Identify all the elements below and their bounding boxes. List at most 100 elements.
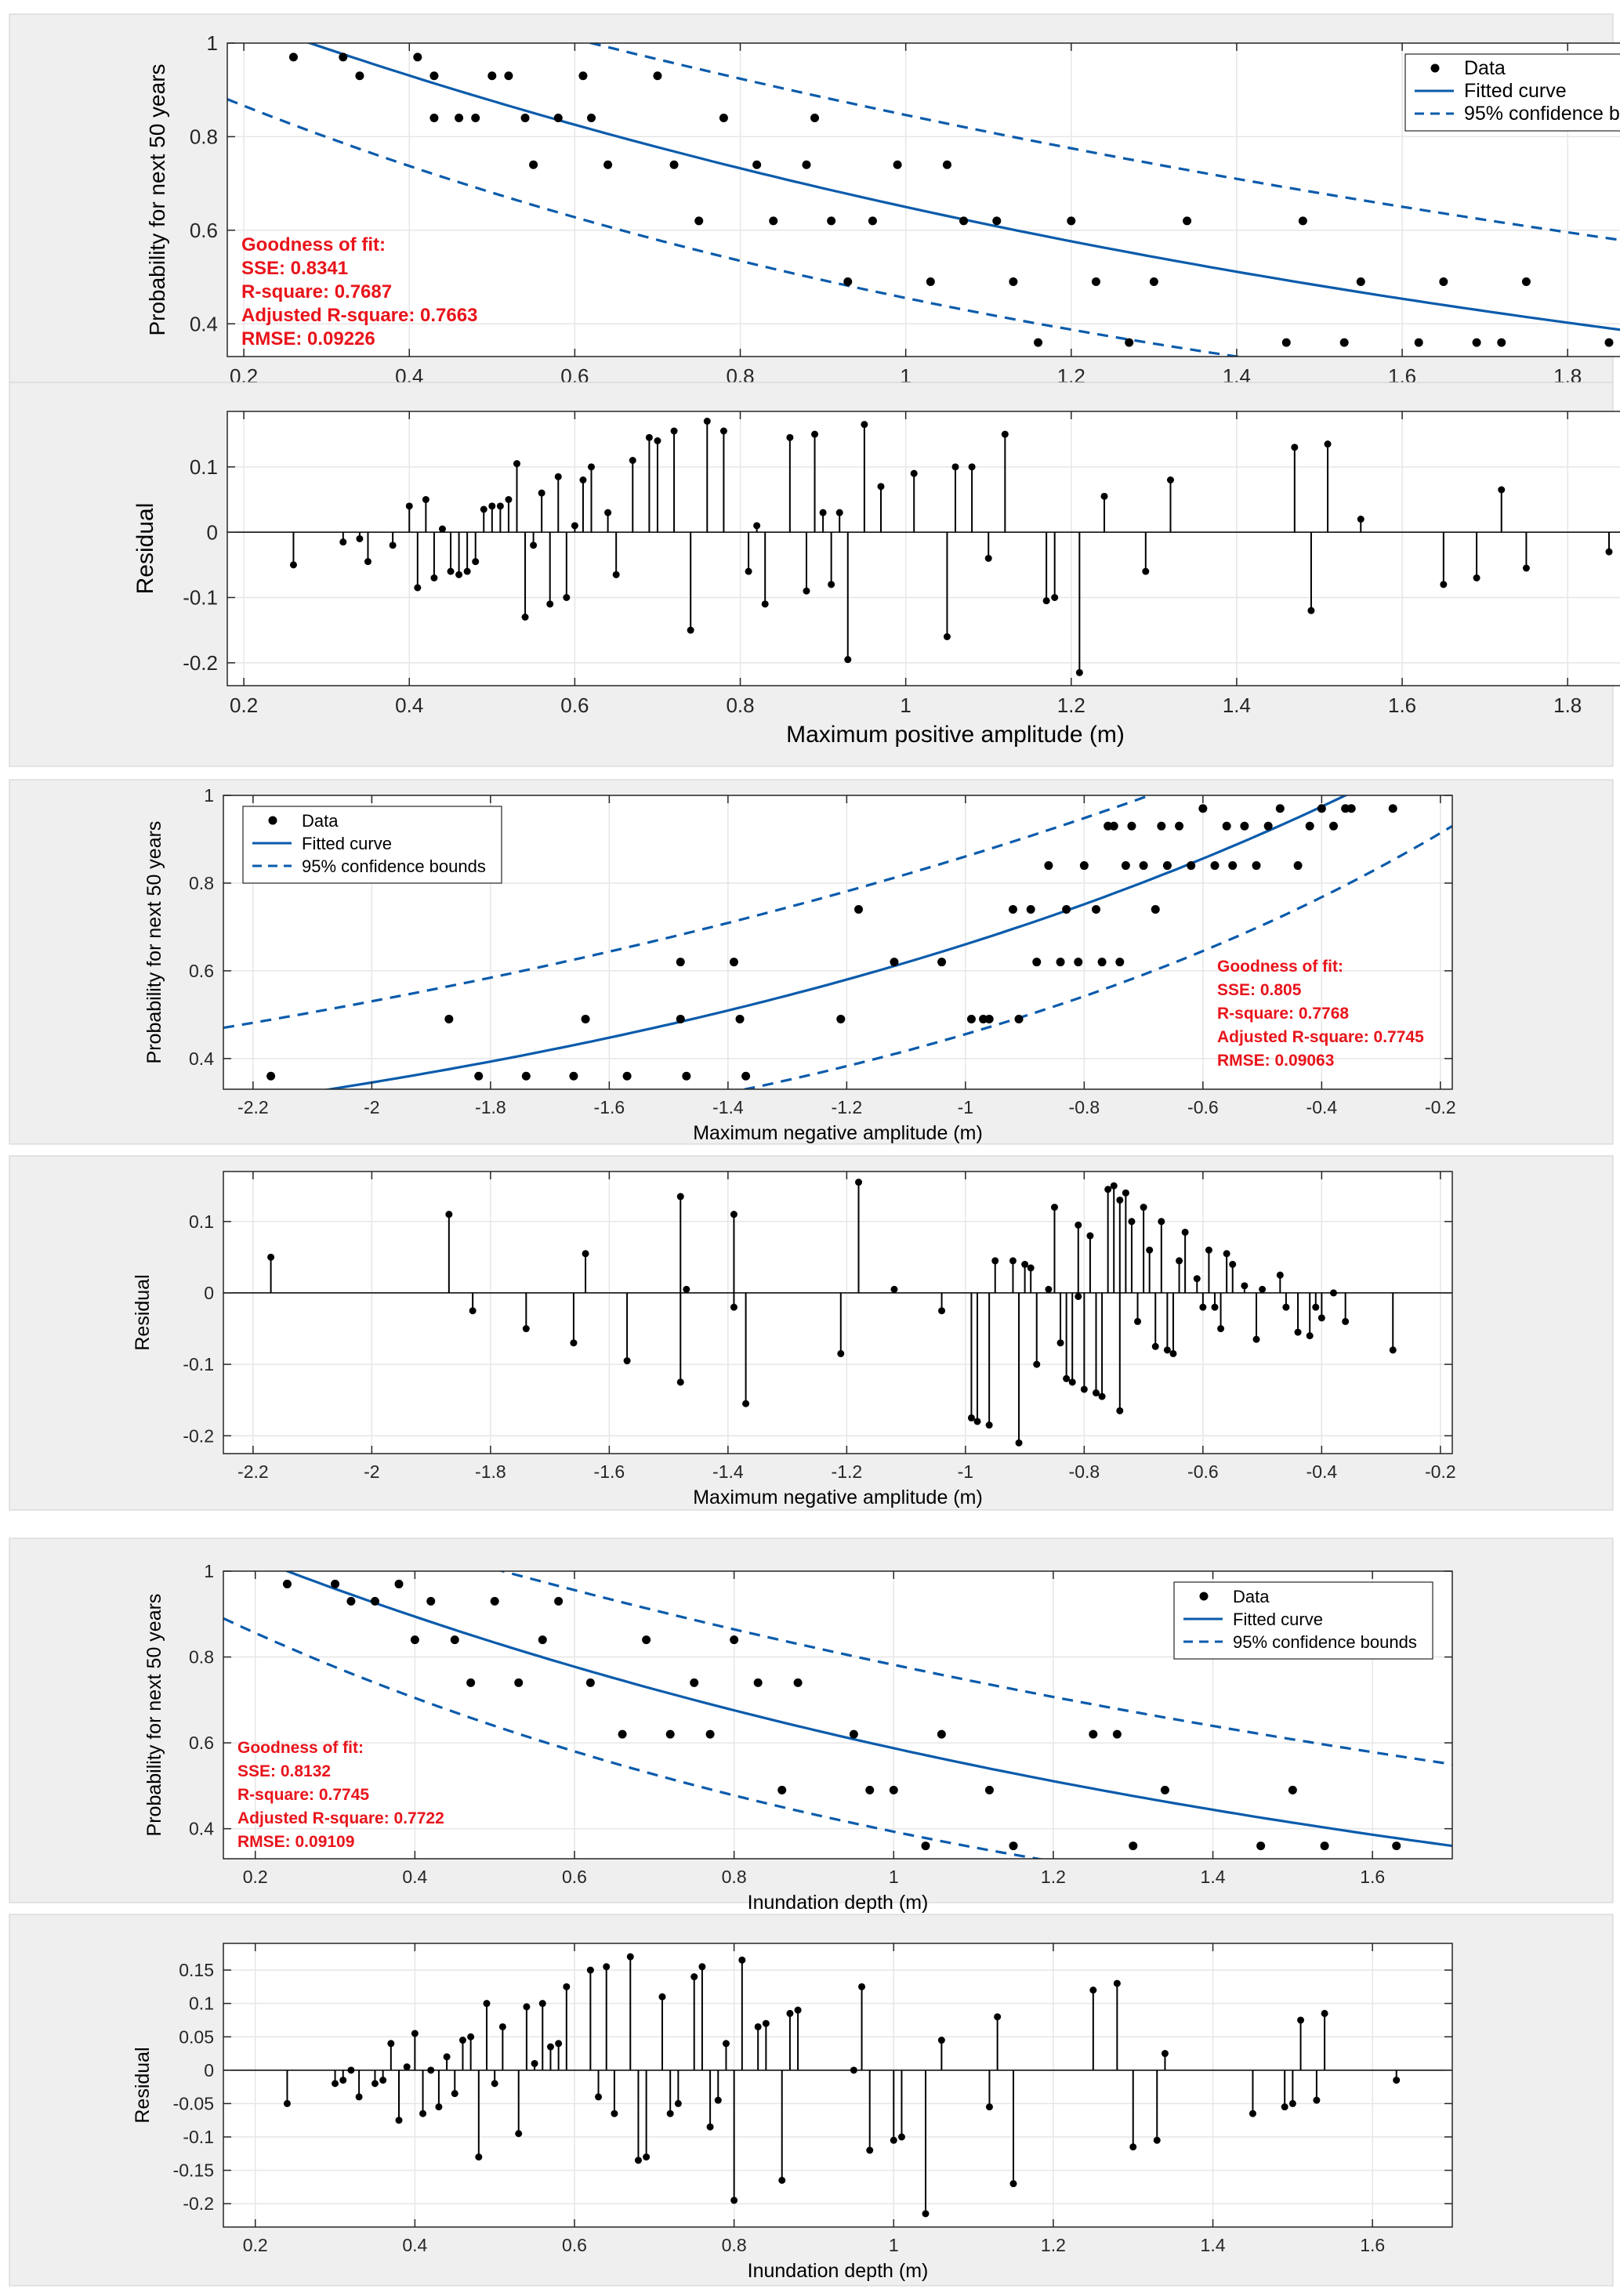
data-point bbox=[1109, 821, 1118, 831]
y-tick-label: 0.4 bbox=[190, 312, 218, 335]
residual-marker bbox=[283, 2099, 291, 2107]
data-point bbox=[585, 1678, 595, 1687]
legend-entry: 95% confidence bounds bbox=[302, 856, 486, 876]
residual-marker bbox=[1009, 2180, 1017, 2188]
residual-marker bbox=[938, 1307, 946, 1315]
data-point bbox=[889, 1785, 898, 1794]
residual-marker bbox=[786, 433, 794, 441]
data-point bbox=[653, 71, 662, 81]
residual-marker bbox=[1153, 2136, 1161, 2144]
residual-marker bbox=[1321, 2009, 1328, 2017]
residual-marker bbox=[626, 1953, 634, 1961]
data-point bbox=[426, 1596, 436, 1606]
residual-marker bbox=[1229, 1260, 1237, 1268]
residual-marker bbox=[1100, 492, 1108, 500]
residual-marker bbox=[483, 2000, 491, 2008]
y-tick-label: 0.6 bbox=[190, 219, 218, 242]
residual-marker bbox=[1098, 1392, 1106, 1400]
axes-background bbox=[223, 1943, 1452, 2227]
data-point bbox=[937, 1729, 946, 1739]
residual-marker bbox=[389, 541, 397, 549]
residual-marker bbox=[730, 1303, 738, 1311]
residual-marker bbox=[521, 614, 529, 621]
residual-marker bbox=[951, 463, 959, 471]
plot-area bbox=[223, 1571, 1452, 1859]
fitted-curve bbox=[284, 1571, 1452, 1848]
legend-entry: 95% confidence bounds bbox=[1464, 103, 1620, 125]
residual-marker bbox=[513, 460, 520, 468]
x-tick-label: 1.6 bbox=[1388, 694, 1416, 717]
data-point bbox=[1115, 958, 1125, 967]
inu_fit-panel: 0.2 0.4 0.6 0.8 1 1.2 1.4 1.6 0.4 0.6 0.8 1 Inundati… bbox=[9, 1537, 1614, 1914]
plot-area bbox=[227, 43, 1620, 357]
residual-marker bbox=[395, 2117, 403, 2124]
residual-marker bbox=[890, 1285, 898, 1293]
residual-marker bbox=[1205, 1246, 1212, 1254]
data-point bbox=[554, 1596, 564, 1606]
x-tick-label: -0.6 bbox=[1187, 1097, 1219, 1117]
upper-confidence-bound bbox=[498, 1571, 1452, 1766]
y-tick-label: 0.8 bbox=[189, 873, 214, 893]
data-point bbox=[1329, 821, 1339, 831]
data-point bbox=[849, 1729, 858, 1739]
residual-marker bbox=[1389, 1346, 1397, 1354]
y-axis-label: Residual bbox=[132, 1274, 154, 1350]
x-tick-label: 1.2 bbox=[1041, 1867, 1066, 1887]
residual-marker bbox=[458, 2037, 466, 2044]
gof-line: R-square: 0.7687 bbox=[241, 281, 392, 302]
x-tick-label: 0.4 bbox=[402, 1867, 427, 1887]
residual-marker bbox=[985, 2103, 993, 2111]
x-tick-label: 0.4 bbox=[395, 694, 423, 717]
data-point bbox=[1125, 338, 1134, 347]
x-tick-label: -2 bbox=[364, 1097, 379, 1117]
residual-marker bbox=[1166, 476, 1174, 483]
x-axis-label: Maximum positive amplitude (m) bbox=[786, 722, 1125, 748]
data-point bbox=[1183, 216, 1192, 226]
data-point bbox=[926, 277, 935, 286]
data-point bbox=[578, 71, 588, 81]
y-tick-label: -0.2 bbox=[183, 651, 218, 675]
x-tick-label: -1 bbox=[958, 1097, 973, 1117]
y-tick-label: -0.2 bbox=[183, 1425, 214, 1446]
data-point bbox=[1026, 905, 1035, 914]
residual-marker bbox=[1307, 607, 1315, 614]
residual-marker bbox=[1128, 1218, 1136, 1226]
residual-marker bbox=[419, 2109, 427, 2117]
residual-marker bbox=[498, 2023, 506, 2030]
y-tick-label: 0.15 bbox=[179, 1960, 214, 1980]
x-tick-label: 1.6 bbox=[1360, 1867, 1385, 1887]
residual-marker bbox=[1116, 1196, 1124, 1204]
residual-marker bbox=[890, 2136, 897, 2144]
residual-marker bbox=[475, 2153, 483, 2161]
residual-marker bbox=[538, 489, 545, 497]
goodness-of-fit: Goodness of fit: SSE: 0.805 R-square: 0.77… bbox=[1217, 958, 1424, 1070]
gof-line: SSE: 0.8132 bbox=[237, 1762, 331, 1780]
axes-box bbox=[223, 1171, 1453, 1454]
plot-area bbox=[223, 1179, 1452, 1447]
residual-marker bbox=[356, 535, 364, 542]
residual-marker bbox=[1110, 1182, 1118, 1190]
x-tick-label: 1.4 bbox=[1201, 2235, 1226, 2255]
legend: Data Fitted curve 95% confidence bounds bbox=[242, 806, 502, 884]
residual-marker bbox=[488, 502, 496, 510]
x-tick-label: 1 bbox=[889, 2235, 899, 2255]
residual-marker bbox=[730, 1211, 738, 1219]
residual-marker bbox=[469, 1307, 477, 1315]
residual-marker bbox=[1158, 1218, 1165, 1226]
y-tick-label: 1 bbox=[204, 1561, 214, 1581]
axes-background bbox=[227, 411, 1620, 686]
data-point bbox=[1157, 821, 1166, 831]
data-point bbox=[355, 71, 364, 81]
residual-marker bbox=[586, 1966, 594, 1974]
data-point bbox=[1175, 821, 1184, 831]
data-point bbox=[1604, 338, 1614, 347]
residual-marker bbox=[588, 463, 595, 471]
residual-marker bbox=[1313, 2096, 1321, 2104]
x-tick-label: 0.2 bbox=[243, 2235, 268, 2255]
data-point bbox=[1472, 338, 1481, 347]
x-tick-label: -0.8 bbox=[1069, 1461, 1100, 1482]
data-point bbox=[1014, 1014, 1024, 1023]
residual-marker bbox=[364, 558, 371, 566]
data-point bbox=[1521, 277, 1531, 286]
data-point bbox=[959, 216, 969, 226]
